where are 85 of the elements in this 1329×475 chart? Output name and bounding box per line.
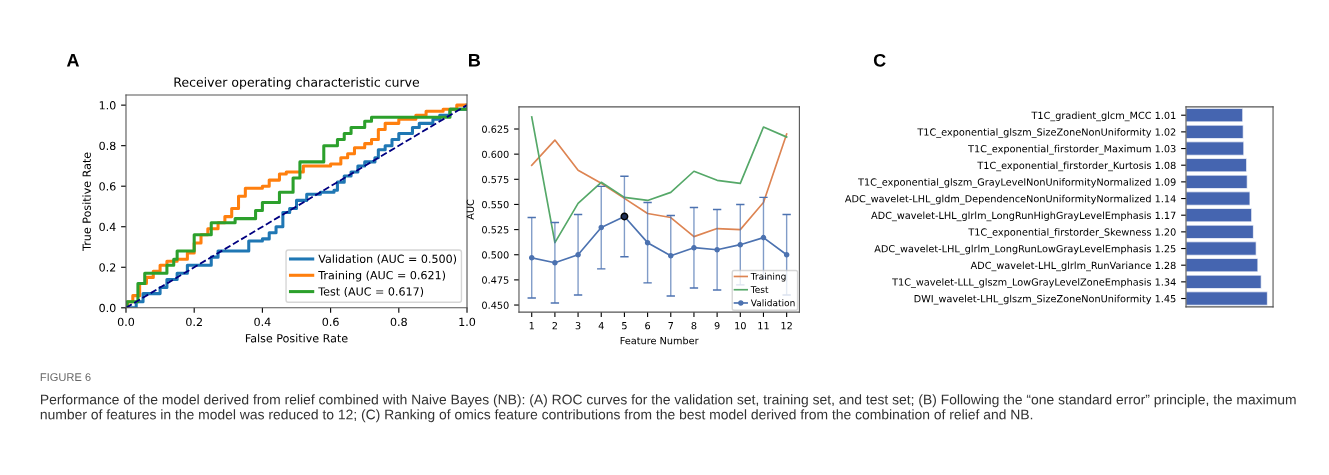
- y-tick-label: ADC_wavelet-LHL_glrlm_LongRunHighGrayLevelEmphasis 1.17: [871, 211, 1176, 222]
- x-tick-label: 6: [645, 321, 651, 330]
- y-tick-label: 0.500: [482, 251, 509, 259]
- y-tick-label: DWI_wavelet-LHL_glszm_SizeZoneNonUniformity 1.45: [914, 294, 1176, 305]
- bar: [1186, 291, 1268, 306]
- y-tick-label: 0.450: [482, 301, 509, 309]
- bar: [1186, 108, 1244, 123]
- bar: [1186, 224, 1254, 239]
- x-axis-title: False Positive Rate: [245, 333, 348, 343]
- x-tick-label: 1: [529, 322, 534, 330]
- y-tick-label: T1C_exponential_firstorder_Kurtosis 1.08: [977, 161, 1176, 172]
- legend-label: Test (AUC = 0.617): [318, 287, 424, 297]
- bar: [1186, 124, 1244, 139]
- y-axis-title: True Positive Rate: [82, 152, 91, 251]
- caption: FIGURE 6: [40, 373, 91, 382]
- y-tick-label: ADC_wavelet-LHL_gldm_DependenceNonUniformityNormalized 1.14: [844, 194, 1176, 205]
- bar: [1186, 241, 1257, 256]
- text: A: [66, 54, 80, 67]
- y-tick-label: 0.600: [482, 150, 509, 158]
- text: B: [469, 54, 481, 67]
- bar: [1186, 274, 1262, 289]
- bar: [1186, 174, 1248, 189]
- point: [667, 252, 674, 259]
- bar: [1186, 208, 1252, 223]
- y-tick-label: T1C_exponential_glszm_SizeZoneNonUniformity 1.02: [917, 128, 1176, 138]
- point: [575, 251, 581, 258]
- y-tick-label: 0.6: [99, 182, 116, 191]
- legend-label: Validation (AUC = 0.500): [318, 254, 457, 265]
- point: [644, 239, 651, 246]
- legend-label: Training: [750, 272, 786, 282]
- point: [552, 260, 558, 266]
- bar: [1186, 141, 1245, 156]
- y-tick-label: T1C_exponential_firstorder_Skewness 1.20: [968, 228, 1176, 238]
- x-tick-label: 0.8: [390, 317, 407, 327]
- point: [760, 234, 767, 241]
- line-series: [530, 116, 788, 244]
- x-tick-label: 5: [622, 322, 627, 330]
- x-tick-label: 0.2: [186, 317, 202, 327]
- x-tick-label: 3: [575, 321, 581, 330]
- x-tick-label: 0.4: [254, 317, 271, 327]
- y-tick-label: 0.550: [482, 200, 509, 209]
- legend-label: Test: [750, 286, 769, 294]
- y-tick-label: 0.2: [99, 263, 116, 272]
- y-tick-label: 0.4: [99, 222, 116, 232]
- point: [598, 224, 605, 231]
- x-tick-label: 10: [735, 321, 746, 330]
- y-tick-label: 0.475: [482, 276, 509, 284]
- y-tick-label: 0.625: [482, 125, 509, 133]
- y-tick-label: ADC_wavelet-LHL_glrlm_RunVariance 1.28: [970, 261, 1176, 272]
- point: [737, 241, 744, 248]
- x-tick-label: 4: [598, 322, 604, 330]
- x-tick-label: 8: [691, 321, 697, 330]
- x-tick-label: 0.0: [117, 317, 135, 327]
- text: Performance of the model derived from relief combined with Naive Bayes (NB): (A) ROC curves for the validation set, training set, and test set; (B) Following the “one standard error” principle, the maximum number of features in the model was reduced to 12; (C) Ranking of omics feature contributions from the best model derived from the combination of relief and NB.: [40, 394, 1296, 423]
- bar: [1186, 191, 1251, 206]
- x-axis-title: Feature Number: [620, 336, 699, 345]
- y-tick-label: ADC_wavelet-LHL_glrlm_LongRunLowGrayLevelEmphasis 1.25: [874, 244, 1176, 255]
- x-tick-label: 9: [714, 321, 720, 330]
- y-tick-label: 0.8: [99, 141, 116, 151]
- bar: [1186, 258, 1259, 273]
- y-tick-label: T1C_exponential_glszm_GrayLevelNonUniformityNormalized 1.09: [858, 178, 1176, 188]
- legend-label: Training (AUC = 0.621): [318, 270, 446, 282]
- x-tick-label: 12: [781, 321, 792, 330]
- x-tick-label: 11: [758, 322, 769, 330]
- x-tick-label: 1.0: [459, 317, 476, 327]
- y-tick-label: T1C_exponential_firstorder_Maximum 1.03: [968, 144, 1176, 155]
- x-tick-label: 2: [552, 321, 558, 330]
- x-tick-label: 7: [668, 322, 674, 330]
- x-tick-label: 0.6: [322, 317, 339, 327]
- text: C: [873, 53, 886, 67]
- legend-label: Validation: [750, 299, 795, 307]
- y-tick-label: T1C_gradient_glcm_MCC 1.01: [1031, 111, 1176, 122]
- chart-title: Receiver operating characteristic curve: [174, 77, 420, 90]
- point: [691, 244, 697, 251]
- y-tick-label: 0.0: [99, 303, 116, 313]
- line-series: [530, 133, 788, 238]
- y-axis-title: AUC: [466, 199, 474, 220]
- point: [714, 246, 720, 253]
- point: [783, 251, 790, 258]
- point: [528, 254, 535, 261]
- y-tick-label: 0.575: [482, 175, 509, 184]
- bar: [1186, 158, 1247, 173]
- y-tick-label: T1C_wavelet-LLL_glszm_LowGrayLevelZoneEmphasis 1.34: [892, 278, 1176, 288]
- y-tick-label: 1.0: [99, 101, 116, 110]
- y-tick-label: 0.525: [482, 226, 509, 234]
